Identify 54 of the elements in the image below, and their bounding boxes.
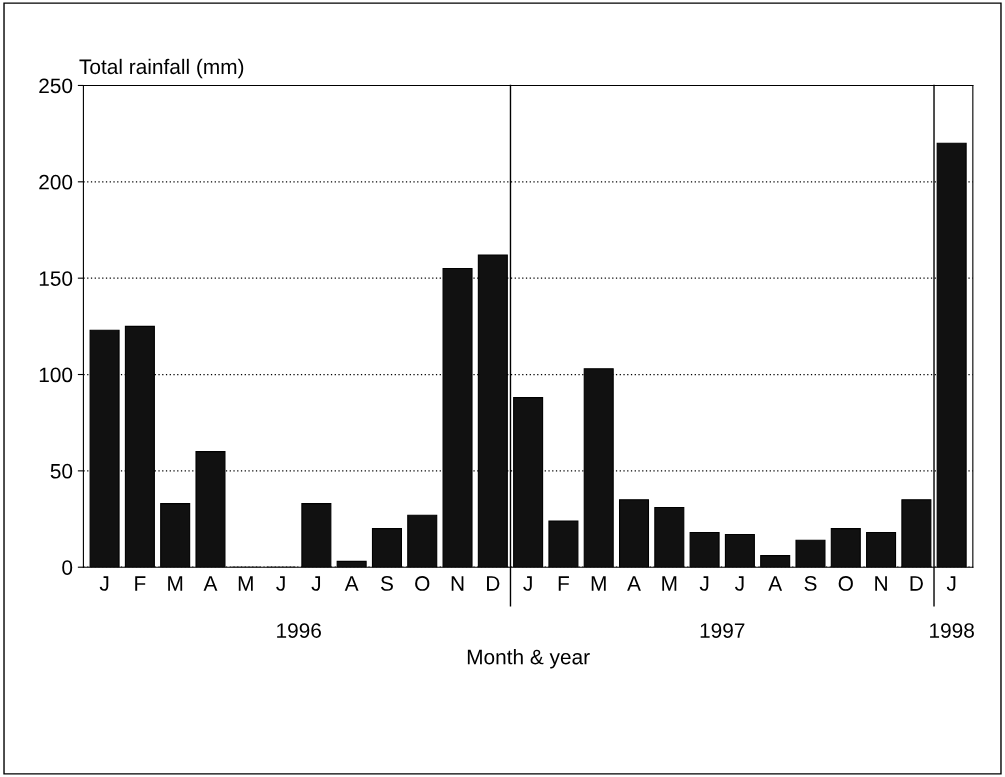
x-tick-label: D [910, 576, 923, 591]
x-tick-label: A [627, 576, 641, 591]
bar [548, 520, 579, 568]
bar [795, 539, 826, 568]
text: 1997 [700, 623, 745, 638]
bar [336, 560, 367, 568]
bar [654, 506, 685, 568]
y-tick-label: 100 [39, 367, 73, 383]
bar [407, 514, 438, 568]
x-tick-label: D [487, 576, 500, 591]
x-tick-label: M [168, 576, 183, 591]
x-tick-label: F [558, 576, 569, 591]
x-tick-label: M [238, 576, 253, 591]
x-tick-label: J [276, 576, 285, 591]
bar [618, 499, 650, 568]
x-tick-label: J [735, 576, 744, 591]
x-tick-label: M [662, 576, 677, 591]
bar [513, 397, 544, 568]
x-tick-label: A [344, 576, 359, 591]
y-tick-label: 200 [39, 174, 73, 190]
x-tick-label: J [523, 576, 532, 591]
y-tick-label: 250 [39, 78, 73, 94]
bar [160, 503, 191, 568]
x-tick-label: J [946, 576, 956, 591]
x-tick-label: N [451, 576, 464, 591]
bar [936, 142, 967, 568]
x-tick-label: S [804, 576, 817, 591]
x-tick-label: F [135, 576, 146, 591]
bar [689, 531, 720, 568]
x-tick-label: S [380, 576, 393, 591]
bar [477, 254, 508, 568]
x-tick-label: A [203, 576, 218, 591]
bar [830, 528, 861, 568]
y-axis-title: Total rainfall (mm) [79, 58, 244, 79]
text: 1998 [930, 623, 974, 638]
y-tick-label: 50 [50, 463, 73, 479]
bar [866, 531, 897, 568]
x-tick-label: A [768, 576, 783, 591]
x-tick-label: N [875, 576, 887, 591]
y-tick-label: 0 [62, 560, 73, 575]
text: 1996 [277, 623, 321, 638]
x-tick-label: O [838, 576, 853, 591]
x-tick-label: O [415, 576, 430, 591]
x-tick-label: J [99, 576, 109, 591]
x-tick-label: M [591, 576, 606, 591]
x-axis-title: Month & year [467, 649, 590, 669]
bar [901, 499, 932, 568]
bar [724, 533, 755, 568]
x-tick-label: J [311, 576, 321, 591]
bar [371, 528, 402, 568]
bar [760, 555, 791, 568]
bar [301, 503, 332, 568]
x-tick-label: J [699, 576, 709, 591]
y-tick-label: 150 [39, 271, 73, 286]
